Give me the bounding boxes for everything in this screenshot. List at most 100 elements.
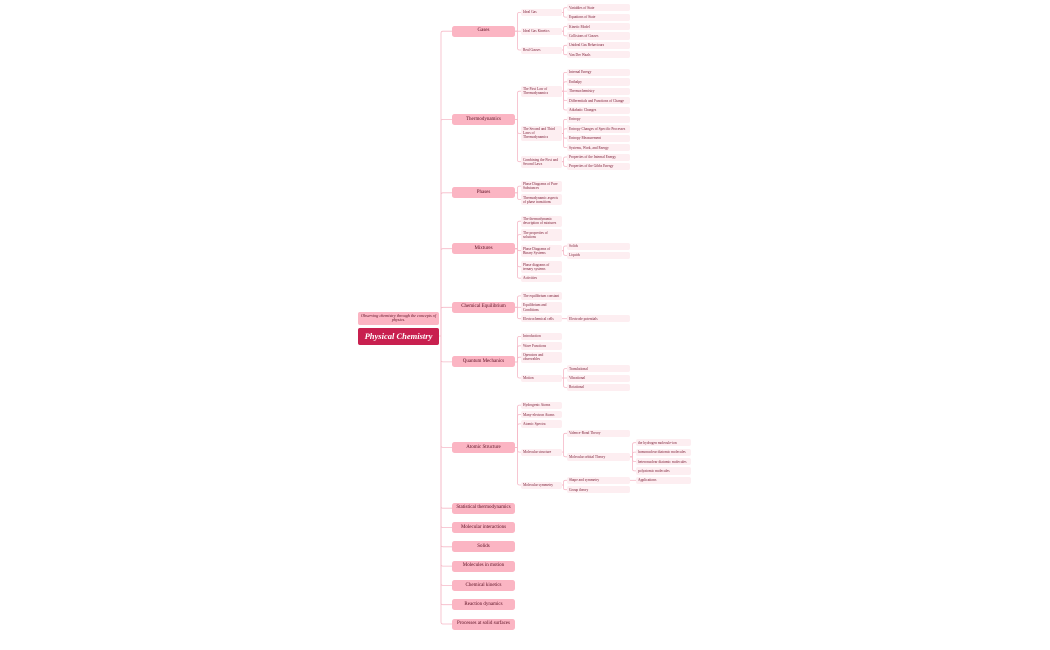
subtopic-node[interactable]: Combining the First and Second Laws <box>521 156 562 168</box>
subtopic-node[interactable]: Valence-Bond Theory <box>567 429 630 437</box>
subtopic-node[interactable]: Adiabatic Changes <box>567 106 630 114</box>
subtopic-node[interactable]: Unideal Gas Behaviours <box>567 41 630 49</box>
subtopic-node[interactable]: Differentials and Functions of Change <box>567 97 630 105</box>
subtopic-node[interactable]: Properties of the Gibbs Energy <box>567 162 630 171</box>
branch-topic[interactable]: Reaction dynamics <box>452 599 515 611</box>
connector <box>562 156 567 163</box>
subtopic-node[interactable]: Operators and observables <box>521 351 562 364</box>
connector <box>562 161 567 167</box>
branch-topic[interactable]: Statistical thermodynamics <box>452 502 515 514</box>
subtopic-node[interactable]: Thermodynamic aspects of phase transitio… <box>521 194 562 206</box>
branch-topic[interactable]: Phases <box>452 187 515 199</box>
connector <box>562 119 567 134</box>
subtopic-node[interactable]: The properties of solutions <box>521 229 562 241</box>
branch-topic[interactable]: Chemical kinetics <box>452 579 515 591</box>
branch-topic[interactable]: Chemical Equilibrium <box>452 301 515 313</box>
branch-topic[interactable]: Mixtures <box>452 243 515 255</box>
subtopic-node[interactable]: Phase diagrams of ternary systems <box>521 261 562 273</box>
subtopic-node[interactable]: Systems, Work, and Energy <box>567 144 630 152</box>
subtopic-node[interactable]: Entropy <box>567 115 630 124</box>
connector <box>515 306 521 320</box>
subtopic-node[interactable]: Enthalpy <box>567 78 630 86</box>
subtopic-node[interactable]: Internal Energy <box>567 68 630 77</box>
subtopic-node[interactable]: Thermochemistry <box>567 87 630 95</box>
connector <box>562 49 567 56</box>
connector <box>440 336 452 448</box>
connector <box>562 81 567 92</box>
subtopic-node[interactable]: Electrode potentials <box>567 315 630 323</box>
subtopic-node[interactable]: Rotational <box>567 383 630 392</box>
subtopic-node[interactable]: Motion <box>521 374 562 382</box>
subtopic-node[interactable]: Translational <box>567 365 630 373</box>
connector <box>515 423 521 448</box>
subtopic-node[interactable]: polyatomic molecules <box>636 467 691 475</box>
subtopic-node[interactable]: The equilibrium constant <box>521 292 562 300</box>
subtopic-node[interactable]: Phase Diagrams of Binary Systems <box>521 245 562 257</box>
subtopic-node[interactable]: Molecular orbital Theory <box>567 453 630 461</box>
subtopic-node[interactable]: Properties of the Internal Energy <box>567 153 630 161</box>
branch-topic[interactable]: Molecules in motion <box>452 560 515 572</box>
branch-topic[interactable]: Molecular interactions <box>452 522 515 533</box>
connector <box>562 44 567 51</box>
branch-topic[interactable]: Solids <box>452 541 515 553</box>
connector <box>562 133 567 148</box>
subtopic-node[interactable]: Liquids <box>567 251 630 260</box>
subtopic-node[interactable]: Introduction <box>521 332 562 341</box>
branch-topic[interactable]: Quantum Mechanics <box>452 356 515 368</box>
connector <box>630 442 636 458</box>
connector <box>440 336 452 606</box>
subtopic-node[interactable]: Electrochemical cells <box>521 315 562 323</box>
subtopic-node[interactable]: Molecular structure <box>521 448 562 456</box>
connector <box>515 447 521 486</box>
subtopic-node[interactable]: The thermodynamic description of mixture… <box>521 215 562 228</box>
subtopic-node[interactable]: Molecular symmetry <box>521 481 562 489</box>
subtopic-node[interactable]: Entropy Measurement <box>567 134 630 142</box>
subtopic-node[interactable]: Hydrogenic Atoms <box>521 401 562 409</box>
branch-topic[interactable]: Thermodynamics <box>452 113 515 125</box>
branch-topic[interactable]: Processes at solid surfaces <box>452 618 515 630</box>
subtopic-node[interactable]: Variables of State <box>567 4 630 12</box>
connector <box>440 336 452 567</box>
subtopic-node[interactable]: Applications <box>636 476 691 484</box>
connector <box>515 220 521 250</box>
connector <box>515 404 521 448</box>
subtopic-node[interactable]: Solids <box>567 242 630 250</box>
subtopic-node[interactable]: Collisions of Gasses <box>567 32 630 40</box>
root-subtitle[interactable]: Observing chemistry through the concepts… <box>358 312 439 325</box>
subtopic-node[interactable]: Ideal Gas <box>521 8 562 17</box>
connector <box>440 336 452 586</box>
subtopic-node[interactable]: Real Gasses <box>521 46 562 54</box>
subtopic-node[interactable]: Kinetic Model <box>567 23 630 31</box>
branch-topic[interactable]: Atomic Structure <box>452 441 515 453</box>
connector <box>515 185 521 194</box>
subtopic-node[interactable]: Phase Diagrams of Pure Substances <box>521 180 562 192</box>
subtopic-node[interactable]: The Second and Third Laws of Thermodynam… <box>521 125 562 142</box>
connector <box>440 192 452 336</box>
connector <box>440 248 452 336</box>
connector <box>515 119 521 163</box>
subtopic-node[interactable]: Atomic Spectra <box>521 420 562 428</box>
root-topic[interactable]: Physical Chemistry <box>358 328 439 345</box>
connector <box>515 248 521 279</box>
subtopic-node[interactable]: Equilibrium and Conditions <box>521 301 562 314</box>
subtopic-node[interactable]: Shape and symmetry <box>567 476 630 484</box>
subtopic-node[interactable]: Entropy Changes of Specific Processes <box>567 125 630 133</box>
branch-topic[interactable]: Gases <box>452 25 515 37</box>
subtopic-node[interactable]: homonuclear diatomic molecules <box>636 448 691 456</box>
subtopic-node[interactable]: Equations of State <box>567 13 630 21</box>
subtopic-node[interactable]: Vibrational <box>567 374 630 382</box>
subtopic-node[interactable]: heteronuclear diatomic molecules <box>636 458 691 466</box>
connector <box>562 250 567 256</box>
connector <box>515 356 521 363</box>
subtopic-node[interactable]: Wave Functions <box>521 342 562 350</box>
subtopic-node[interactable]: Group theory <box>567 486 630 494</box>
subtopic-node[interactable]: Van Der Waals <box>567 51 630 59</box>
subtopic-node[interactable]: Many-electron Atoms <box>521 411 562 419</box>
subtopic-node[interactable]: the hydrogen molecule-ion <box>636 439 691 447</box>
subtopic-node[interactable]: The First Law of Thermodynamics <box>521 85 562 98</box>
subtopic-node[interactable]: Activities <box>521 274 562 282</box>
connector <box>562 245 567 252</box>
connector <box>515 192 521 200</box>
subtopic-node[interactable]: Ideal Gas Kinetics <box>521 27 562 35</box>
